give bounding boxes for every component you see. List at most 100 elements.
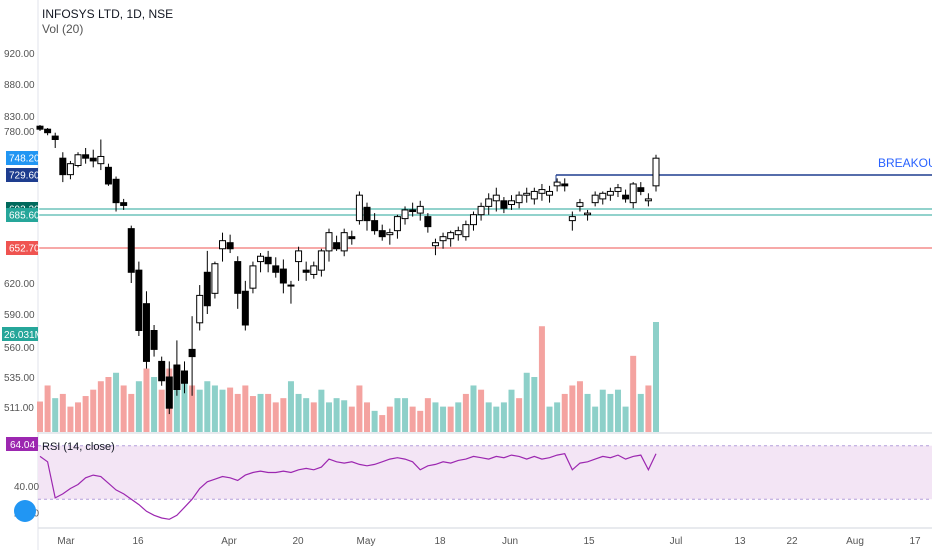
candle-body — [439, 236, 447, 242]
x-tick-label: 20 — [292, 536, 304, 547]
volume-bar — [546, 406, 553, 432]
candle-body — [378, 230, 386, 238]
volume-bar — [599, 389, 606, 432]
volume-bar — [287, 381, 294, 432]
volume-bar — [614, 389, 621, 432]
volume-bar — [645, 385, 652, 432]
volume-bar — [409, 406, 416, 432]
x-tick-label: 16 — [132, 536, 144, 547]
candle-body — [74, 154, 82, 166]
volume-bar — [402, 398, 409, 432]
candle-body — [477, 205, 485, 216]
candle-body — [469, 214, 477, 226]
candle-body — [165, 376, 173, 409]
volume-bar — [189, 385, 196, 432]
candle-body — [317, 250, 325, 271]
candle-body — [241, 290, 249, 326]
volume-bar — [333, 398, 340, 432]
volume-bar — [493, 406, 500, 432]
candle-body — [485, 198, 493, 207]
volume-bar — [52, 398, 59, 432]
candle-body — [97, 155, 105, 165]
volume-bar — [151, 377, 158, 432]
volume-bar — [341, 400, 348, 432]
volume-bar — [325, 402, 332, 432]
volume-bar — [97, 381, 104, 432]
candle-body — [36, 125, 44, 130]
candle-body — [523, 192, 531, 196]
y-tick-label: 780.00 — [4, 127, 35, 138]
volume-bar — [394, 398, 401, 432]
volume-bar — [318, 389, 325, 432]
volume-bar — [143, 368, 150, 432]
candle-body — [203, 271, 211, 307]
y-tick-label: 590.00 — [4, 310, 35, 321]
volume-bar — [37, 401, 43, 432]
volume-bar — [455, 402, 462, 432]
candle-body — [629, 183, 637, 204]
volume-bar — [348, 406, 355, 432]
price-label-bg — [6, 241, 38, 255]
x-tick-label: Mar — [57, 536, 75, 547]
candle-body — [508, 200, 516, 206]
volume-label: 26.031M — [4, 330, 43, 341]
candle-body — [568, 216, 576, 222]
candle-body — [561, 183, 569, 187]
candle-body — [606, 190, 614, 196]
volume-bar — [113, 372, 120, 432]
candle-body — [462, 224, 470, 238]
volume-bar — [607, 393, 614, 432]
candle-body — [363, 206, 371, 222]
candle-body — [158, 360, 166, 382]
volume-bar — [424, 398, 431, 432]
candle-body — [188, 348, 196, 358]
volume-bar — [158, 389, 165, 432]
price-label: 685.60 — [9, 211, 40, 222]
volume-label-bg — [2, 327, 38, 341]
x-tick-label: 18 — [434, 536, 446, 547]
candle-body — [447, 232, 455, 240]
candle-body — [553, 181, 561, 187]
volume-bar — [440, 406, 447, 432]
candle-body — [180, 370, 188, 384]
candle-body — [279, 268, 287, 284]
candle-body — [538, 189, 546, 194]
candle-body — [196, 294, 204, 324]
volume-bar — [67, 406, 74, 432]
volume-bar — [128, 393, 135, 432]
volume-bar — [105, 377, 112, 432]
candle-body — [272, 265, 280, 273]
rsi-title: RSI (14, close) — [42, 441, 115, 453]
x-tick-label: Aug — [846, 536, 864, 547]
volume-bar — [478, 389, 485, 432]
candle-body — [135, 269, 143, 332]
candle-body — [234, 261, 242, 294]
volume-bar — [470, 385, 477, 432]
rsi-band — [38, 445, 932, 500]
volume-bar — [272, 402, 279, 432]
x-tick-label: 15 — [583, 536, 595, 547]
rsi-value-label: 64.04 — [10, 440, 35, 451]
tradingview-logo-icon[interactable] — [14, 500, 36, 522]
volume-bar — [485, 402, 492, 432]
volume-bar — [531, 377, 538, 432]
x-tick-label: May — [357, 536, 376, 547]
volume-bar — [90, 389, 97, 432]
volume-bar — [135, 381, 142, 432]
candle-body — [104, 166, 112, 185]
candle-body — [150, 330, 158, 350]
volume-bar — [211, 385, 218, 432]
candle-body — [211, 263, 219, 294]
candle-body — [340, 232, 348, 252]
volume-bar — [500, 402, 507, 432]
volume-bar — [219, 389, 226, 432]
volume-bar — [204, 381, 211, 432]
volume-bar — [356, 385, 363, 432]
volume-bar — [447, 406, 454, 432]
candle-body — [584, 212, 592, 216]
candle-body — [142, 303, 150, 362]
volume-bar — [310, 402, 317, 432]
volume-bar — [44, 385, 51, 432]
candle-body — [546, 190, 554, 196]
candle-body — [492, 194, 500, 202]
